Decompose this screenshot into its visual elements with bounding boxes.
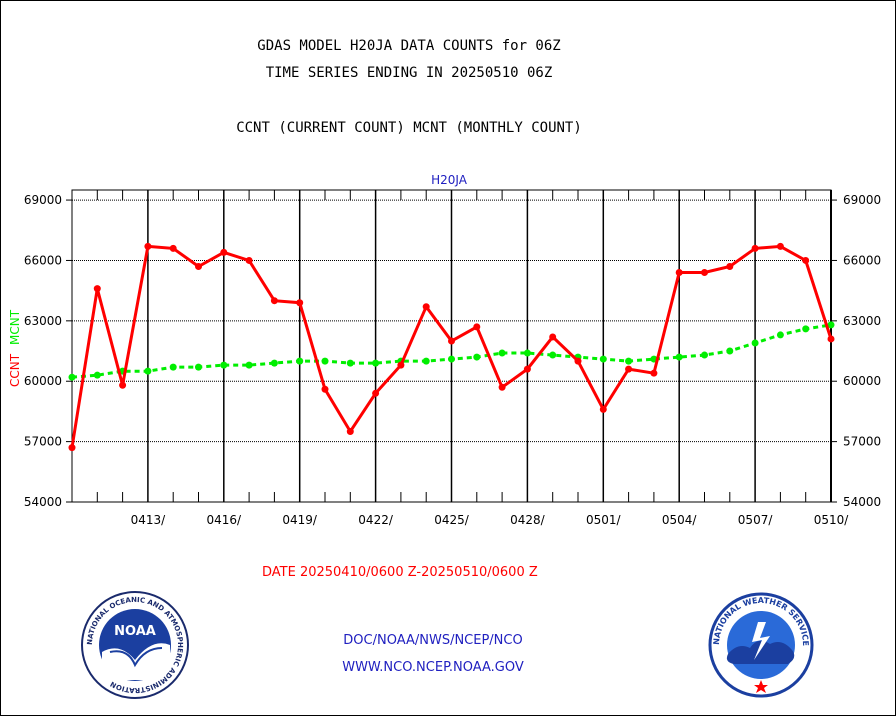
data-point-ccnt (473, 323, 481, 331)
data-point-ccnt (498, 383, 506, 391)
grid-lines (72, 190, 832, 502)
data-point-ccnt (346, 428, 354, 436)
y-tick-label-left: 66000 (24, 253, 62, 267)
data-point-ccnt (422, 303, 430, 311)
data-point-ccnt (599, 405, 607, 413)
data-point-mcnt (726, 347, 734, 355)
data-point-mcnt (523, 349, 531, 357)
svg-text:NOAA: NOAA (114, 624, 156, 639)
y-axis-label-ccnt: CCNT (8, 353, 22, 387)
series (68, 242, 835, 452)
data-point-ccnt (195, 262, 202, 270)
data-point-mcnt (346, 359, 354, 367)
x-tick-label: 0507/ (738, 513, 774, 527)
x-tick-label: 0428/ (510, 513, 546, 527)
data-point-ccnt (701, 269, 708, 277)
data-point-ccnt (776, 242, 784, 250)
data-point-mcnt (751, 339, 759, 347)
data-point-mcnt (245, 361, 253, 369)
data-point-ccnt (296, 299, 304, 307)
data-point-ccnt (751, 244, 759, 252)
x-tick-label: 0425/ (434, 513, 470, 527)
data-point-mcnt (93, 371, 101, 379)
data-point-mcnt (220, 361, 228, 369)
chart-title-line2: TIME SERIES ENDING IN 20250510 06Z (265, 65, 553, 81)
y-tick-label-left: 63000 (24, 314, 62, 328)
tick-labels: 54000 54000 57000 57000 60000 60000 63000 63000… (24, 193, 881, 527)
x-tick-label: 0501/ (586, 513, 622, 527)
data-point-ccnt (448, 337, 455, 345)
data-point-mcnt (625, 357, 633, 365)
data-point-mcnt (68, 373, 76, 381)
x-tick-label: 0413/ (131, 513, 167, 527)
data-point-ccnt (549, 333, 557, 341)
data-point-mcnt (802, 325, 810, 333)
y-tick-label-right: 69000 (843, 193, 881, 207)
y-tick-label-left: 57000 (24, 435, 62, 449)
y-tick-label-right: 60000 (843, 374, 881, 388)
data-point-ccnt (321, 385, 329, 393)
y-axis-label-mcnt: MCNT (8, 309, 22, 345)
x-tick-label: 0419/ (282, 513, 318, 527)
data-point-mcnt (701, 351, 708, 359)
y-tick-label-right: 57000 (843, 435, 881, 449)
x-tick-label: 0504/ (662, 513, 698, 527)
data-point-ccnt (675, 269, 683, 277)
noaa-logo: NATIONAL OCEANIC AND ATMOSPHERIC ADMINIS… (81, 591, 189, 699)
data-point-mcnt (675, 353, 683, 361)
data-point-mcnt (498, 349, 506, 357)
plot-title: H20JA (431, 173, 468, 187)
y-tick-label-right: 54000 (843, 495, 881, 509)
y-tick-label-left: 54000 (24, 495, 62, 509)
data-point-mcnt (473, 353, 481, 361)
data-point-mcnt (321, 357, 329, 365)
data-point-mcnt (827, 321, 835, 329)
data-point-ccnt (726, 262, 734, 270)
x-tick-label: 0416/ (207, 513, 243, 527)
data-point-mcnt (422, 357, 430, 365)
data-point-mcnt (144, 367, 152, 375)
data-point-ccnt (827, 335, 835, 343)
plot-border (71, 189, 832, 503)
tick-marks (66, 190, 837, 503)
data-point-mcnt (448, 355, 455, 363)
chart-title-line1: GDAS MODEL H20JA DATA COUNTS for 06Z (257, 38, 561, 54)
x-tick-label: 0422/ (358, 513, 394, 527)
data-point-mcnt (372, 359, 380, 367)
data-point-mcnt (296, 357, 304, 365)
data-point-mcnt (169, 363, 177, 371)
data-point-mcnt (599, 355, 607, 363)
data-point-ccnt (574, 357, 582, 365)
data-point-ccnt (119, 381, 127, 389)
data-point-ccnt (523, 365, 531, 373)
data-point-mcnt (549, 351, 557, 359)
data-point-ccnt (144, 242, 152, 250)
date-range-label: DATE 20250410/0600 Z-20250510/0600 Z (262, 565, 538, 580)
data-point-ccnt (397, 361, 405, 369)
data-point-ccnt (372, 389, 380, 397)
data-point-mcnt (195, 363, 202, 371)
data-point-ccnt (68, 444, 76, 452)
footer-link-doc[interactable]: DOC/NOAA/NWS/NCEP/NCO (343, 633, 523, 648)
x-tick-label: 0510/ (814, 513, 850, 527)
y-tick-label-left: 60000 (24, 374, 62, 388)
y-tick-label-right: 63000 (843, 314, 881, 328)
data-point-ccnt (625, 365, 633, 373)
chart-title-line3: CCNT (CURRENT COUNT) MCNT (MONTHLY COUNT… (236, 120, 582, 136)
data-point-mcnt (270, 359, 278, 367)
data-point-ccnt (220, 248, 228, 256)
data-point-ccnt (169, 244, 177, 252)
data-point-ccnt (802, 256, 810, 264)
data-point-mcnt (776, 331, 784, 339)
data-point-ccnt (650, 369, 658, 377)
data-point-ccnt (270, 297, 278, 305)
nws-logo: NATIONAL WEATHER SERVICE (708, 592, 814, 698)
data-point-ccnt (93, 285, 101, 293)
y-tick-label-right: 66000 (843, 253, 881, 267)
footer-link-website[interactable]: WWW.NCO.NCEP.NOAA.GOV (342, 660, 524, 675)
y-tick-label-left: 69000 (24, 193, 62, 207)
data-point-ccnt (245, 256, 253, 264)
